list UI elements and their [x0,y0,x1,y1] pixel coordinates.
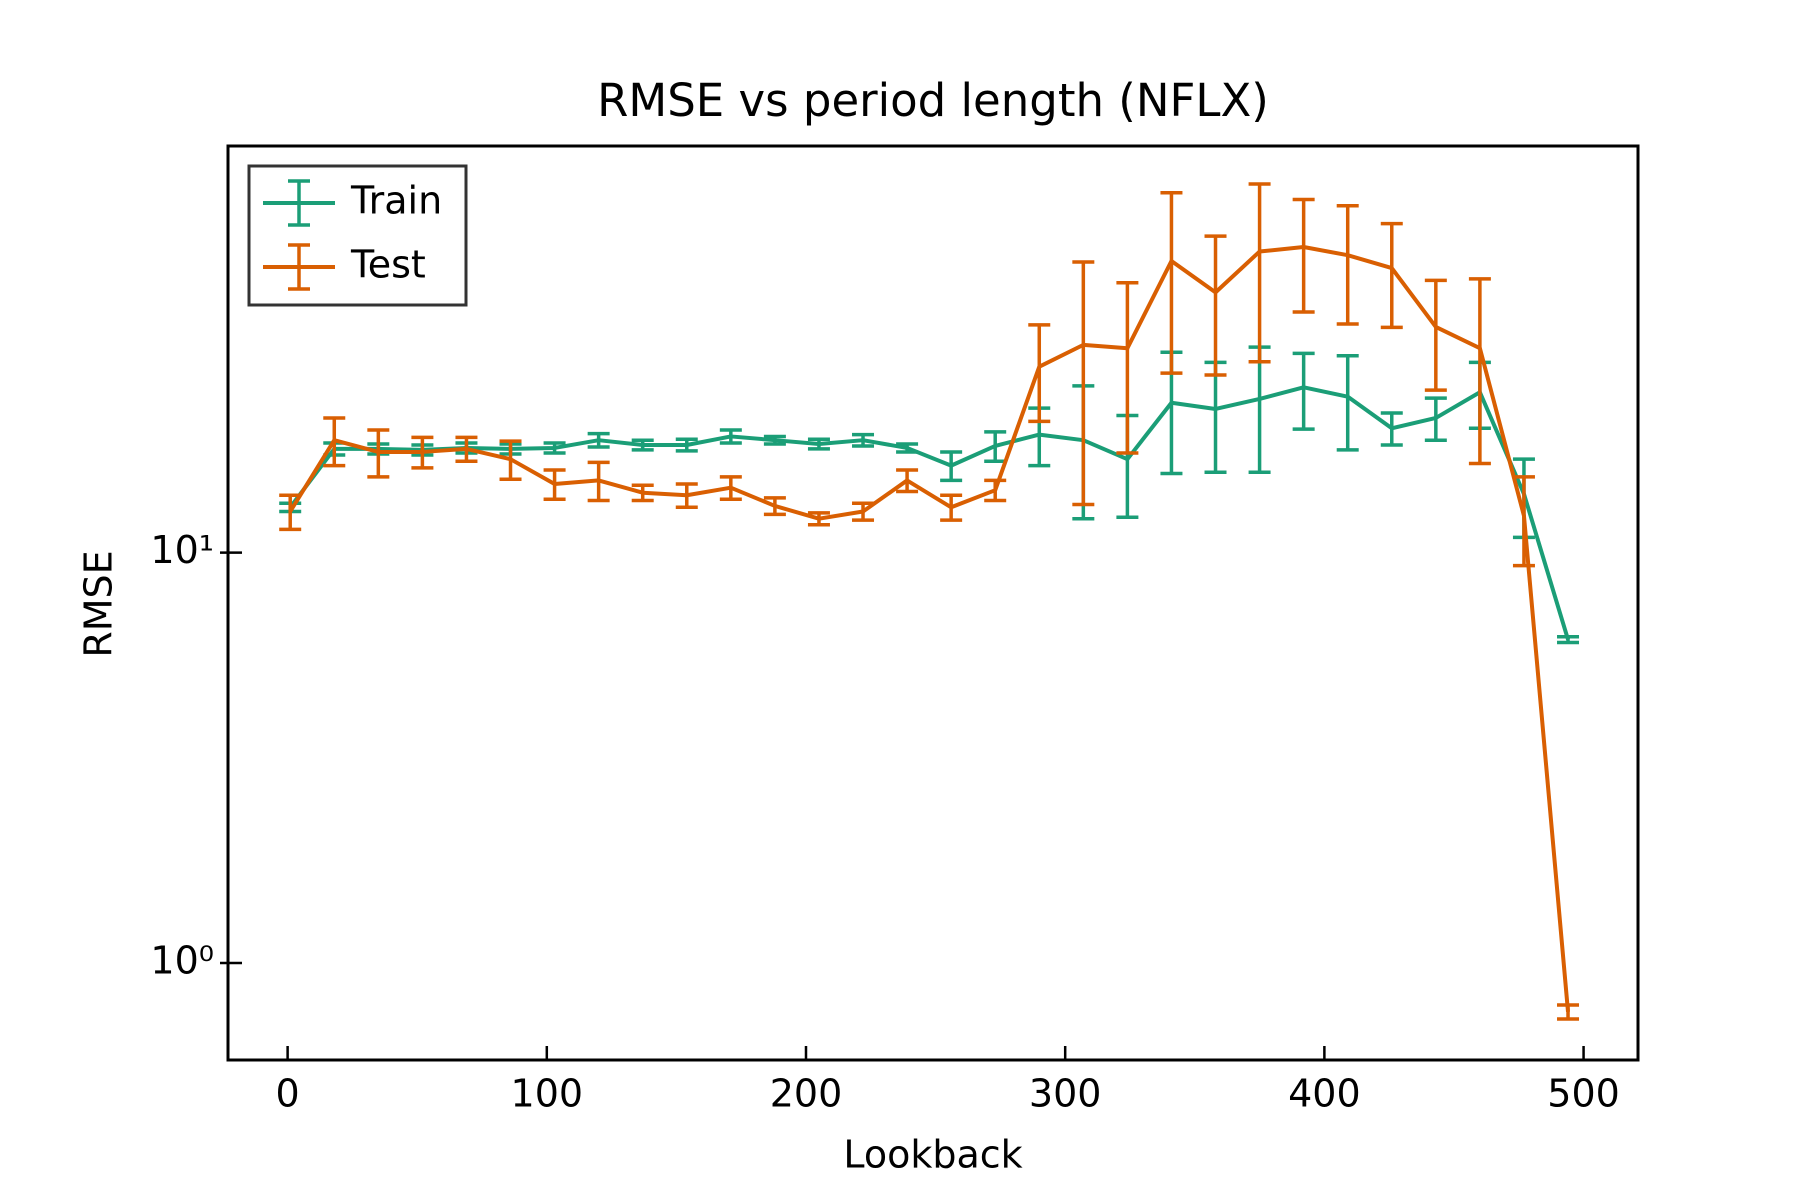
x-tick-label: 500 [1547,1072,1620,1116]
error-bar [1292,351,1315,431]
series-line [288,244,1571,1013]
error-bar [1336,203,1359,326]
series-line [288,385,1570,641]
series [279,182,1580,1021]
error-bar [1116,280,1139,455]
error-bar [1028,323,1051,424]
error-bar [1292,197,1315,314]
plot-frame [226,144,1640,1062]
x-tick-label: 200 [770,1072,843,1116]
error-bar [1204,234,1227,377]
legend-label: Train [350,179,442,223]
error-bar [1072,260,1095,507]
x-tick-label: 300 [1029,1072,1102,1116]
y-tick-label: 10⁰ [150,938,214,982]
error-bar [1424,278,1447,392]
error-bar [1204,360,1227,475]
y-axis-label: RMSE [77,550,121,657]
error-bar [1160,190,1183,375]
x-tick-label: 0 [276,1072,300,1116]
chart-title: RMSE vs period length (NFLX) [597,74,1269,127]
error-bar [1248,182,1271,364]
legend-label: Test [350,243,426,287]
error-bar [1336,353,1359,452]
error-bar [279,493,302,532]
error-bar [1380,221,1403,330]
error-bar [1468,277,1491,466]
x-tick-label: 400 [1288,1072,1361,1116]
legend-box [247,164,468,307]
error-bar [1248,345,1271,475]
x-tick-label: 100 [511,1072,584,1116]
y-tick-label: 10¹ [150,528,214,572]
x-axis-label: Lookback [843,1133,1022,1177]
